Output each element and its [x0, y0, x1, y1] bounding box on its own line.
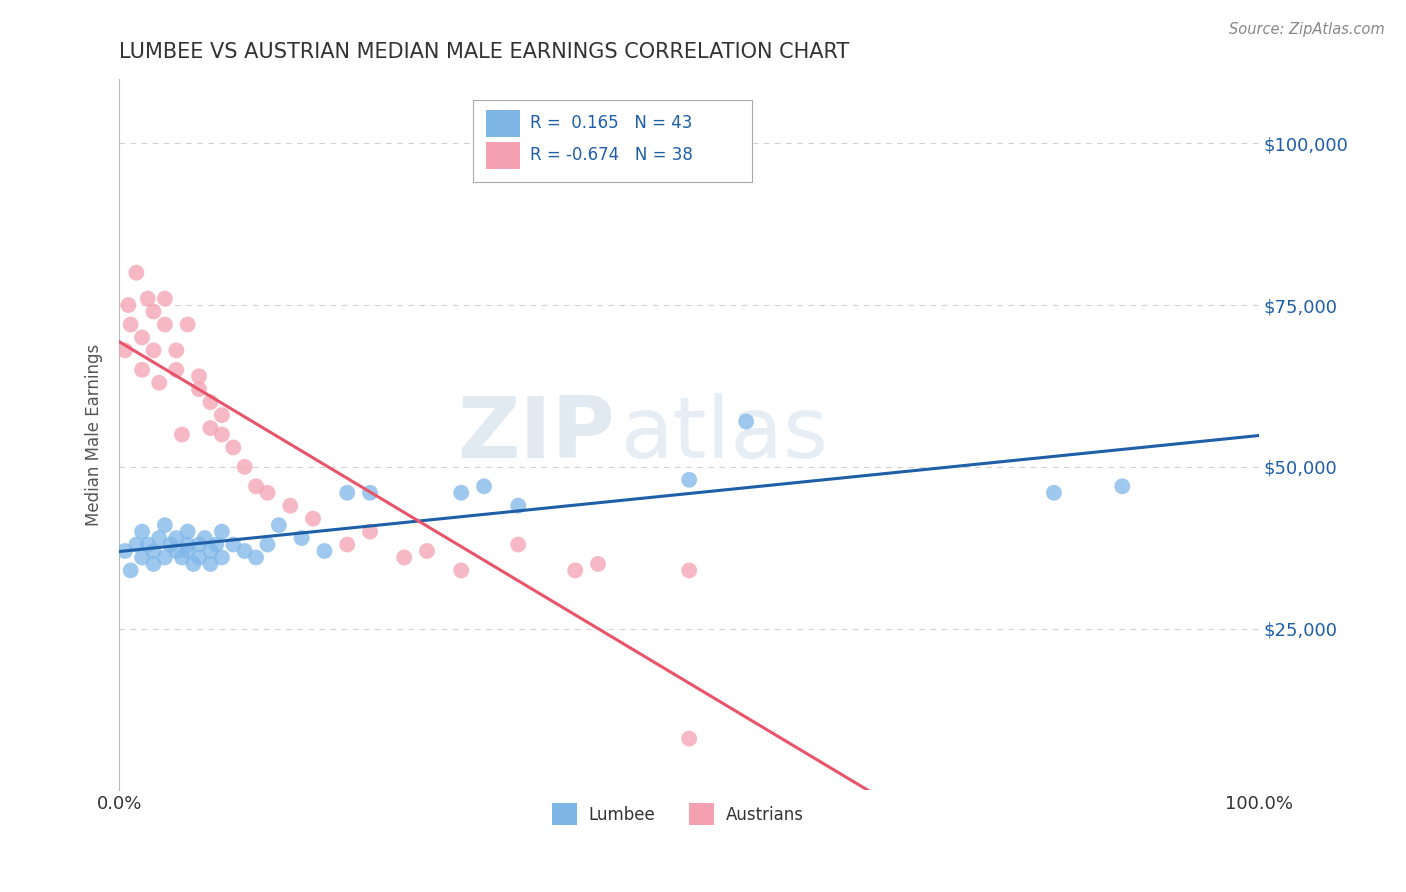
- Point: [233, 544, 256, 558]
- Text: atlas: atlas: [621, 393, 828, 476]
- Point: [176, 544, 198, 558]
- Point: [302, 511, 325, 525]
- Point: [114, 343, 136, 358]
- Point: [1111, 479, 1133, 493]
- Point: [114, 544, 136, 558]
- Point: [142, 343, 165, 358]
- Point: [188, 369, 211, 384]
- Point: [136, 292, 159, 306]
- Point: [336, 537, 359, 551]
- Text: LUMBEE VS AUSTRIAN MEDIAN MALE EARNINGS CORRELATION CHART: LUMBEE VS AUSTRIAN MEDIAN MALE EARNINGS …: [120, 42, 849, 62]
- Point: [267, 518, 290, 533]
- Y-axis label: Median Male Earnings: Median Male Earnings: [86, 343, 103, 525]
- Point: [200, 421, 222, 435]
- Point: [394, 550, 416, 565]
- Point: [120, 563, 142, 577]
- Point: [359, 485, 381, 500]
- Point: [131, 330, 153, 344]
- Point: [136, 537, 159, 551]
- Point: [256, 485, 278, 500]
- Point: [131, 524, 153, 539]
- Point: [142, 557, 165, 571]
- Point: [153, 518, 176, 533]
- Point: [678, 563, 700, 577]
- Point: [188, 550, 211, 565]
- Text: R =  0.165   N = 43: R = 0.165 N = 43: [530, 114, 692, 132]
- Point: [131, 550, 153, 565]
- Point: [211, 550, 233, 565]
- Point: [278, 499, 301, 513]
- Point: [117, 298, 139, 312]
- Point: [153, 318, 176, 332]
- Point: [211, 408, 233, 422]
- Bar: [689, 804, 714, 824]
- Point: [153, 550, 176, 565]
- Point: [336, 485, 359, 500]
- Point: [256, 537, 278, 551]
- Point: [291, 531, 314, 545]
- Bar: [486, 110, 520, 137]
- Point: [211, 427, 233, 442]
- Point: [416, 544, 439, 558]
- Point: [176, 524, 198, 539]
- Point: [200, 544, 222, 558]
- Point: [165, 363, 187, 377]
- Point: [678, 473, 700, 487]
- Point: [205, 537, 228, 551]
- Point: [183, 557, 205, 571]
- Point: [131, 363, 153, 377]
- Point: [125, 537, 148, 551]
- Point: [153, 292, 176, 306]
- Point: [735, 415, 758, 429]
- Bar: [486, 142, 520, 169]
- Point: [508, 499, 530, 513]
- Point: [188, 382, 211, 396]
- Point: [245, 550, 267, 565]
- Point: [222, 537, 245, 551]
- Text: Austrians: Austrians: [725, 806, 804, 824]
- Point: [194, 531, 217, 545]
- Point: [314, 544, 336, 558]
- Point: [586, 557, 609, 571]
- Point: [233, 459, 256, 474]
- Text: ZIP: ZIP: [457, 393, 614, 476]
- Point: [359, 524, 381, 539]
- Point: [142, 544, 165, 558]
- Point: [508, 537, 530, 551]
- Point: [170, 550, 193, 565]
- Point: [1043, 485, 1066, 500]
- Point: [125, 266, 148, 280]
- Text: R = -0.674   N = 38: R = -0.674 N = 38: [530, 146, 693, 164]
- Point: [165, 343, 187, 358]
- Point: [200, 557, 222, 571]
- Point: [120, 318, 142, 332]
- Point: [564, 563, 586, 577]
- Point: [188, 537, 211, 551]
- Point: [450, 485, 472, 500]
- Point: [211, 524, 233, 539]
- Bar: [553, 804, 578, 824]
- Bar: [472, 100, 752, 182]
- Point: [245, 479, 267, 493]
- Point: [142, 304, 165, 318]
- Point: [678, 731, 700, 746]
- Point: [165, 544, 187, 558]
- Point: [148, 376, 170, 390]
- Point: [176, 318, 198, 332]
- Point: [170, 427, 193, 442]
- Point: [148, 531, 170, 545]
- Point: [222, 441, 245, 455]
- Point: [165, 531, 187, 545]
- Point: [450, 563, 472, 577]
- Point: [472, 479, 495, 493]
- Point: [200, 395, 222, 409]
- Point: [176, 537, 198, 551]
- Text: Lumbee: Lumbee: [589, 806, 655, 824]
- Point: [159, 537, 181, 551]
- Text: Source: ZipAtlas.com: Source: ZipAtlas.com: [1229, 22, 1385, 37]
